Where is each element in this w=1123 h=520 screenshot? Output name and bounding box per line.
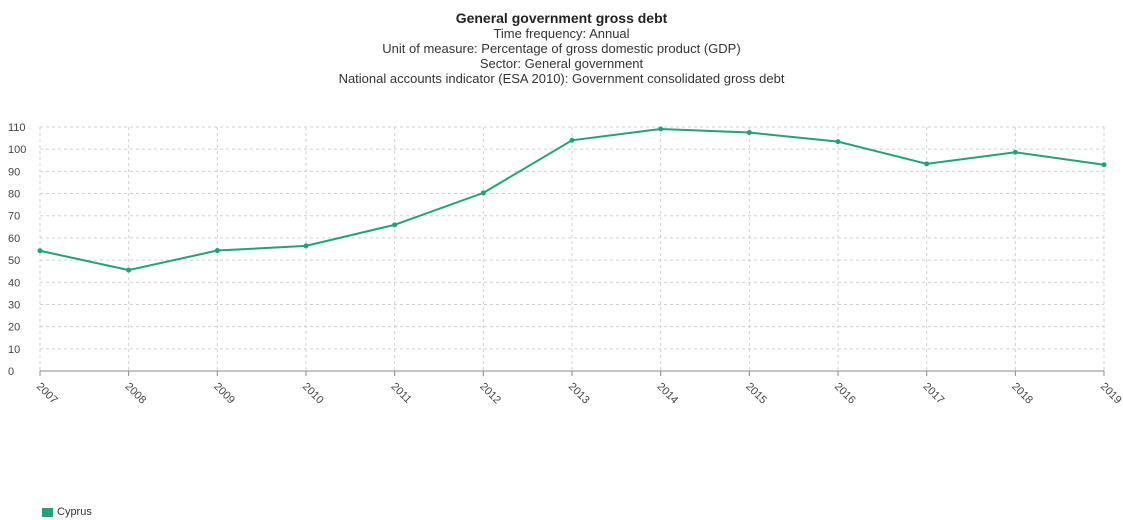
data-point [1012,149,1018,155]
data-point [214,248,220,254]
x-tick-label: 2011 [389,381,414,406]
y-tick-label: 50 [8,255,20,267]
x-tick-label: 2017 [921,381,947,407]
data-point [569,137,575,143]
x-tick-label: 2007 [34,381,60,407]
chart-title: General government gross debt [455,10,668,26]
y-tick-label: 30 [8,299,20,311]
x-tick-label: 2015 [743,381,769,407]
x-tick-label: 2013 [566,381,592,407]
x-tick-label: 2019 [1098,381,1123,407]
y-tick-label: 110 [8,122,26,134]
data-point [303,243,309,249]
data-point [37,248,43,254]
data-point [835,139,841,145]
subtitle-sector: Sector: General government [479,56,644,71]
y-tick-label: 90 [8,166,20,178]
chart-titles: General government gross debt Time frequ… [0,10,1123,86]
legend[interactable]: Cyprus [42,506,92,518]
y-tick-label: 0 [8,366,14,378]
legend-swatch [42,507,53,517]
data-point [746,130,752,136]
data-point [480,190,486,196]
data-point [658,126,664,132]
subtitle-unit: Unit of measure: Percentage of gross dom… [382,41,741,56]
x-tick-label: 2010 [300,381,326,407]
legend-label-cyprus: Cyprus [57,506,92,518]
x-tick-label: 2008 [123,381,149,407]
data-point [126,267,132,273]
y-tick-label: 80 [8,189,20,201]
y-tick-label: 20 [8,322,20,334]
x-tick-label: 2009 [211,381,237,407]
x-tick-label: 2014 [655,381,681,407]
line-chart: 0 10 20 30 40 50 60 70 80 90 100 110 2007 2008 2009 201… [8,122,1123,407]
data-point [392,222,398,228]
subtitle-frequency: Time frequency: Annual [493,26,630,41]
data-point [1101,162,1107,168]
x-tick-label: 2018 [1009,381,1035,407]
subtitle-indicator: National accounts indicator (ESA 2010): … [338,71,785,86]
y-tick-label: 40 [8,277,20,289]
data-point [924,161,930,167]
y-tick-label: 10 [8,344,20,356]
y-tick-label: 70 [8,211,20,223]
x-tick-label: 2016 [832,381,858,407]
y-tick-label: 100 [8,144,26,156]
y-tick-label: 60 [8,233,20,245]
x-tick-label: 2012 [477,381,503,407]
